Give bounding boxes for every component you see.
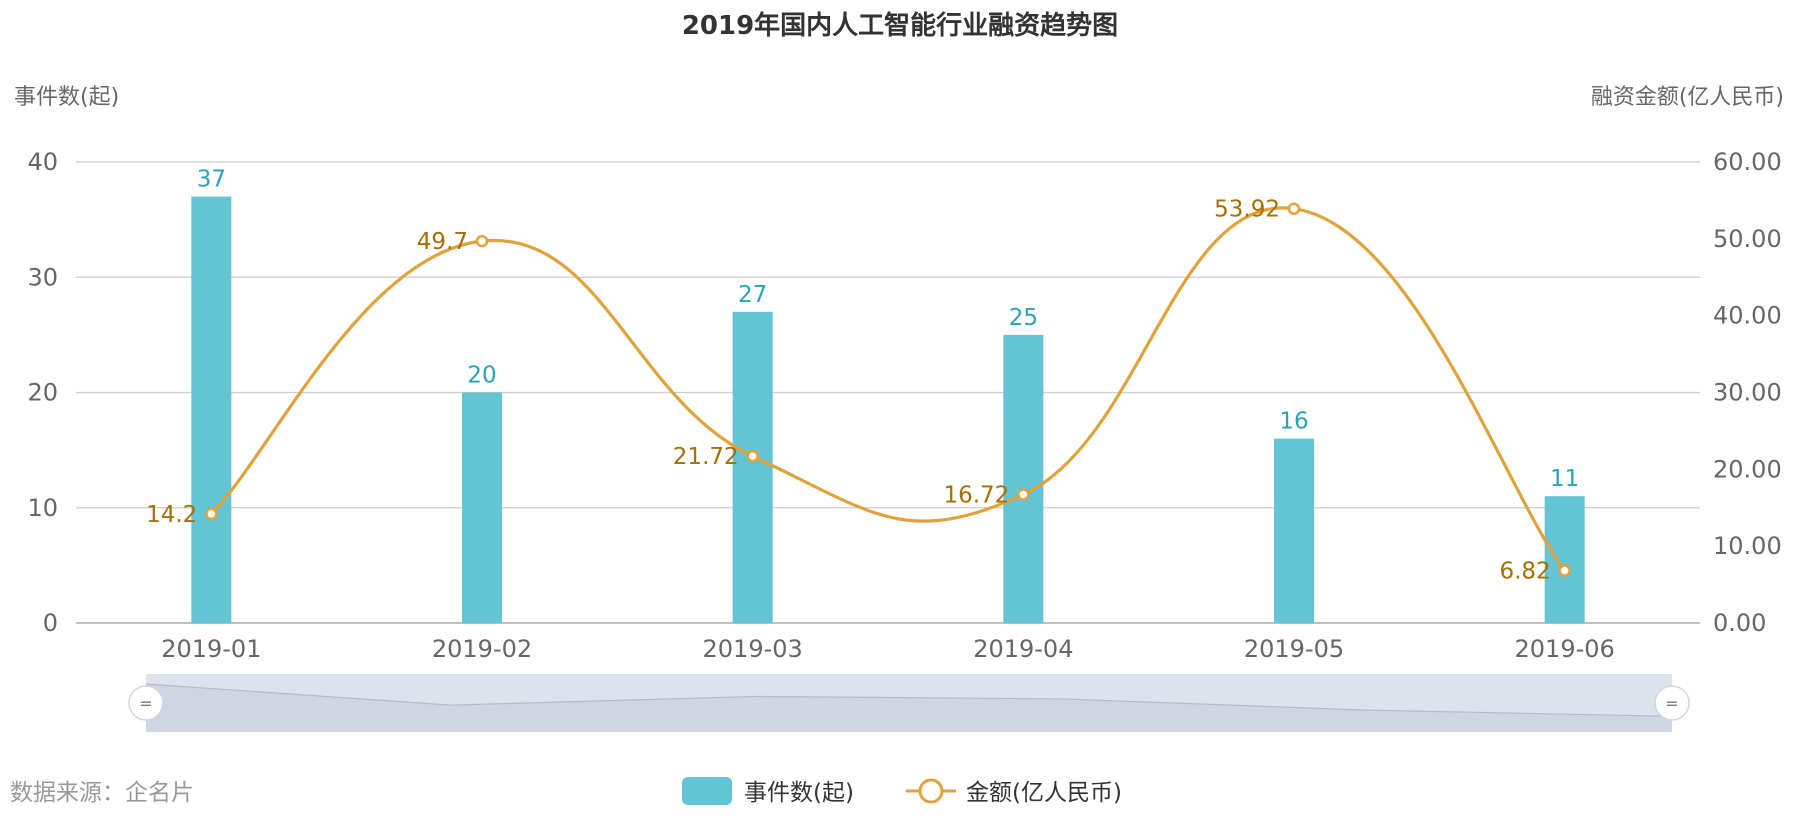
y-left-tick-label: 0 xyxy=(43,609,58,637)
bar xyxy=(1544,496,1585,623)
x-tick-label: 2019-06 xyxy=(1515,635,1615,663)
line-point xyxy=(1558,564,1571,577)
svg-text:=: = xyxy=(139,694,152,713)
legend-item-events[interactable]: 事件数(起) xyxy=(682,777,854,806)
bar-data-label: 25 xyxy=(1009,305,1038,331)
amount-line xyxy=(210,206,1566,572)
y-axis-right-ticks: 0.00 10.00 20.00 30.00 40.00 50.00 60.00 xyxy=(1713,148,1782,637)
line-data-label: 53.92 xyxy=(1214,197,1280,223)
bar-labels: 37 20 27 25 16 11 xyxy=(197,167,1580,493)
data-zoom-shadow-area xyxy=(146,684,1672,732)
y-left-tick-label: 10 xyxy=(27,494,58,522)
y-axis-left-ticks: 0 10 20 30 40 xyxy=(27,148,58,637)
legend-item-amount[interactable]: 金额(亿人民币) xyxy=(906,778,1122,806)
line-data-label: 21.72 xyxy=(673,444,739,470)
y-right-tick-label: 50.00 xyxy=(1713,225,1782,253)
legend: 事件数(起) 金额(亿人民币) xyxy=(682,777,1122,806)
data-zoom-shadow-line xyxy=(145,683,1673,717)
legend-line-marker xyxy=(918,778,944,804)
y-right-tick-label: 40.00 xyxy=(1713,302,1782,330)
legend-label-events: 事件数(起) xyxy=(744,780,854,806)
grid-lines xyxy=(76,161,1700,624)
y-left-tick-label: 40 xyxy=(27,148,58,176)
bar xyxy=(191,196,232,623)
bar-series xyxy=(191,196,1585,623)
bar-data-label: 27 xyxy=(738,282,767,308)
x-tick-label: 2019-02 xyxy=(432,635,532,663)
bar xyxy=(1003,334,1044,623)
y-left-tick-label: 20 xyxy=(27,379,58,407)
svg-text:=: = xyxy=(1665,694,1678,713)
legend-bar-swatch xyxy=(682,777,732,805)
source-note: 数据来源：企名片 xyxy=(10,780,194,806)
data-zoom-handle-right[interactable]: = xyxy=(1654,685,1690,721)
x-axis-ticks: 2019-01 2019-02 2019-03 2019-04 2019-05 2019-… xyxy=(161,635,1615,663)
data-zoom-slider[interactable]: = = xyxy=(128,674,1690,732)
x-tick-label: 2019-05 xyxy=(1244,635,1344,663)
line-point xyxy=(746,449,759,463)
y-axis-left-name: 事件数(起) xyxy=(14,85,119,110)
y-right-tick-label: 0.00 xyxy=(1713,609,1766,637)
line-point xyxy=(475,234,489,248)
line-labels: 14.2 49.7 21.72 16.72 53.92 6.82 xyxy=(146,197,1551,585)
x-tick-label: 2019-01 xyxy=(161,635,261,663)
y-right-tick-label: 30.00 xyxy=(1713,379,1782,407)
y-right-tick-label: 20.00 xyxy=(1713,455,1782,483)
bar-data-label: 11 xyxy=(1550,466,1579,492)
bar-data-label: 20 xyxy=(467,363,496,389)
line-points xyxy=(205,202,1571,577)
y-axis-right-name: 融资金额(亿人民币) xyxy=(1591,85,1784,110)
bar xyxy=(732,311,773,623)
y-right-tick-label: 10.00 xyxy=(1713,532,1782,560)
data-zoom-handle-left[interactable]: = xyxy=(128,685,164,721)
line-data-label: 6.82 xyxy=(1499,559,1550,585)
x-tick-label: 2019-04 xyxy=(973,635,1073,663)
bar xyxy=(462,392,502,623)
line-point xyxy=(1287,202,1301,215)
x-tick-label: 2019-03 xyxy=(703,635,803,663)
bar xyxy=(1274,438,1314,623)
legend-label-amount: 金额(亿人民币) xyxy=(966,780,1122,806)
y-right-tick-label: 60.00 xyxy=(1713,148,1782,176)
line-data-label: 14.2 xyxy=(146,502,197,528)
line-point xyxy=(1017,488,1030,501)
bar-data-label: 16 xyxy=(1279,409,1308,435)
line-data-label: 49.7 xyxy=(417,229,468,255)
y-left-tick-label: 30 xyxy=(27,263,58,291)
line-point xyxy=(205,507,218,521)
line-data-label: 16.72 xyxy=(943,483,1009,509)
chart-title: 2019年国内人工智能行业融资趋势图 xyxy=(682,10,1118,41)
bar-data-label: 37 xyxy=(197,167,226,193)
